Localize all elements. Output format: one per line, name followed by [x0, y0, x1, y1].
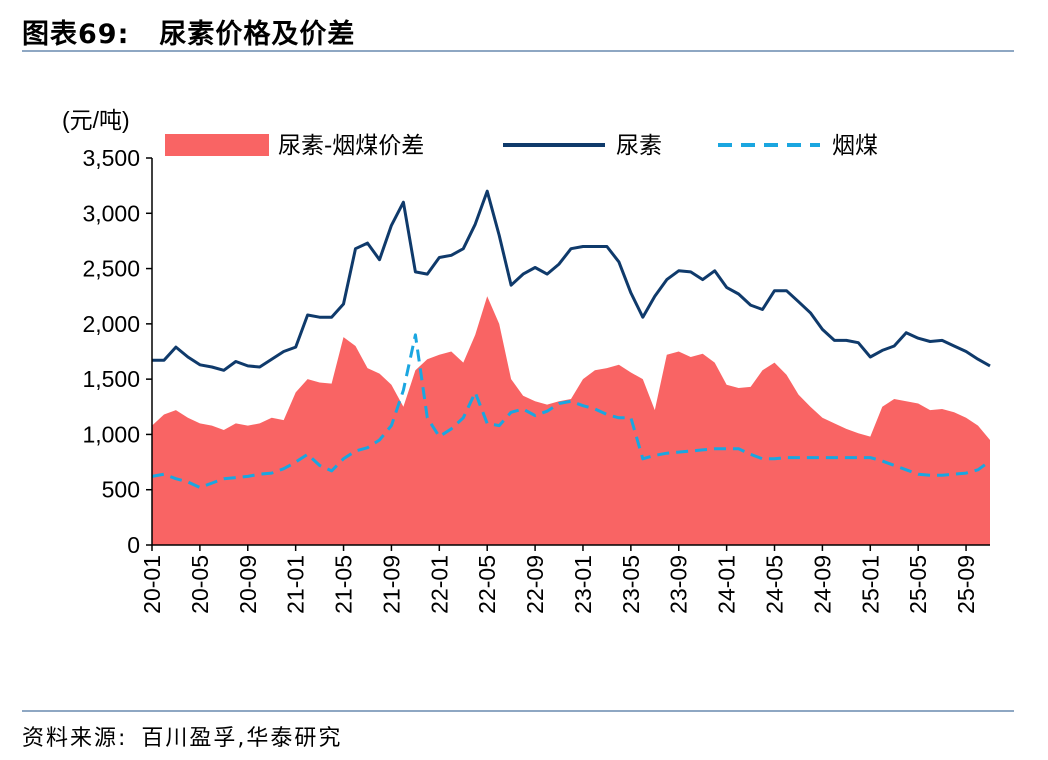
x-tick-label: 20-01: [139, 555, 165, 614]
legend-swatch-spread: [165, 134, 269, 156]
figure-label: 图表69:: [22, 19, 130, 50]
y-tick-label: 0: [127, 532, 140, 558]
x-tick-label: 21-05: [331, 555, 357, 614]
legend-label-coal: 烟煤: [832, 133, 878, 159]
figure-title: 图表69: 尿素价格及价差: [22, 12, 355, 51]
x-tick-label: 25-01: [857, 555, 883, 614]
axes-layer: 0 500 1,000 1,500 2,000 2,500 3,000 3,500 20-01 2…: [82, 145, 990, 614]
x-tick-label: 25-05: [905, 555, 931, 614]
chart-title: 尿素价格及价差: [159, 19, 356, 50]
header-rule: [22, 50, 1014, 52]
y-tick-label: 3,500: [82, 145, 140, 171]
x-tick-label: 24-09: [809, 555, 835, 614]
legend-label-urea: 尿素: [616, 133, 662, 159]
footer-rule: [22, 710, 1014, 712]
urea-price-chart: (元/吨) 0 500 1,000 1,500 2,000 2,500 3,000 3,500…: [62, 107, 991, 614]
x-tick-label: 25-09: [953, 555, 979, 614]
x-tick-label: 22-05: [474, 555, 500, 614]
series-area-spread: [152, 296, 990, 545]
y-tick-label: 2,500: [82, 256, 140, 282]
x-tick-label: 22-01: [426, 555, 452, 614]
legend: 尿素-烟煤价差 尿素 烟煤: [165, 133, 878, 159]
spread-area-layer: [152, 296, 990, 545]
source-note: 资料来源: 百川盈孚,华泰研究: [22, 720, 342, 752]
x-tick-label: 20-05: [187, 555, 213, 614]
y-tick-label: 500: [102, 477, 140, 503]
x-tick-label: 24-01: [714, 555, 740, 614]
x-tick-label: 20-09: [235, 555, 261, 614]
y-tick-label: 3,000: [82, 200, 140, 226]
x-tick-label: 23-01: [570, 555, 596, 614]
y-tick-label: 1,000: [82, 421, 140, 447]
source-label: 资料来源:: [22, 726, 128, 751]
source-text: 百川盈孚,华泰研究: [141, 726, 343, 751]
y-tick-label: 2,000: [82, 311, 140, 337]
x-tick-label: 21-09: [378, 555, 404, 614]
x-tick-label: 23-09: [666, 555, 692, 614]
series-line-coal: [151, 333, 991, 489]
x-tick-label: 23-05: [618, 555, 644, 614]
price-lines-layer: [151, 189, 991, 489]
x-tick-label: 21-01: [283, 555, 309, 614]
legend-label-spread: 尿素-烟煤价差: [278, 133, 424, 159]
y-tick-label: 1,500: [82, 366, 140, 392]
x-tick-label: 22-09: [522, 555, 548, 614]
series-line-urea: [152, 189, 991, 372]
x-tick-label: 24-05: [762, 555, 788, 614]
y-axis-unit-label: (元/吨): [62, 107, 130, 133]
